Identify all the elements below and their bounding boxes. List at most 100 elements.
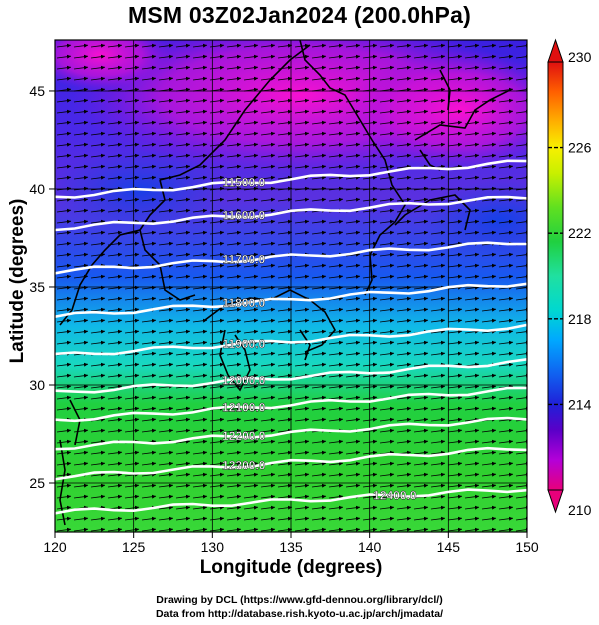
- wind-arrow: [226, 439, 242, 444]
- wind-arrow: [362, 263, 378, 268]
- wind-arrow: [175, 65, 191, 70]
- wind-arrow: [379, 76, 395, 81]
- wind-arrow: [192, 142, 208, 147]
- wind-arrow: [209, 131, 225, 136]
- wind-arrow: [311, 351, 327, 356]
- wind-arrow: [447, 54, 463, 59]
- wind-arrow: [515, 65, 527, 70]
- wind-arrow: [56, 263, 72, 268]
- wind-arrow: [294, 153, 310, 158]
- wind-arrow: [243, 98, 259, 103]
- wind-arrow: [192, 120, 208, 125]
- wind-arrow: [141, 340, 157, 345]
- wind-arrow: [192, 428, 208, 433]
- wind-arrow: [158, 252, 174, 257]
- wind-arrow: [345, 461, 361, 466]
- wind-arrow: [73, 285, 89, 290]
- wind-vectors: [56, 43, 527, 532]
- wind-arrow: [243, 307, 259, 312]
- wind-arrow: [141, 384, 157, 389]
- wind-arrow: [447, 241, 463, 246]
- wind-arrow: [56, 252, 72, 257]
- wind-arrow: [192, 252, 208, 257]
- wind-arrow: [277, 241, 293, 246]
- wind-arrow: [396, 329, 412, 334]
- wind-arrow: [226, 65, 242, 70]
- wind-arrow: [260, 65, 276, 70]
- wind-arrow: [243, 208, 259, 213]
- wind-arrow: [209, 318, 225, 323]
- contour-label: 11500.0: [222, 176, 265, 190]
- wind-arrow: [345, 285, 361, 290]
- wind-arrow: [192, 263, 208, 268]
- wind-arrow: [243, 219, 259, 224]
- x-tick-label: 125: [122, 539, 146, 555]
- wind-arrow: [226, 274, 242, 279]
- wind-arrow: [73, 131, 89, 136]
- wind-arrow: [294, 230, 310, 235]
- wind-arrow: [430, 142, 446, 147]
- wind-arrow: [209, 87, 225, 92]
- wind-arrow: [345, 98, 361, 103]
- wind-arrow: [413, 208, 429, 213]
- wind-arrow: [430, 450, 446, 455]
- wind-arrow: [464, 461, 480, 466]
- wind-arrow: [175, 43, 191, 48]
- wind-arrow: [328, 230, 344, 235]
- wind-arrow: [141, 175, 157, 180]
- wind-arrow: [73, 450, 89, 455]
- wind-arrow: [311, 373, 327, 378]
- wind-arrow: [379, 120, 395, 125]
- wind-arrow: [141, 252, 157, 257]
- y-axis-ticks: 25 30 35 40 45: [29, 83, 55, 491]
- wind-arrow: [175, 274, 191, 279]
- wind-arrow: [124, 318, 140, 323]
- wind-arrow: [209, 109, 225, 114]
- wind-arrow: [141, 395, 157, 400]
- wind-arrow: [413, 219, 429, 224]
- wind-arrow: [430, 197, 446, 202]
- wind-arrow: [124, 175, 140, 180]
- wind-arrow: [192, 296, 208, 301]
- wind-arrow: [277, 131, 293, 136]
- wind-arrow: [413, 472, 429, 477]
- wind-arrow: [515, 461, 527, 466]
- wind-arrow: [56, 197, 72, 202]
- wind-arrow: [328, 296, 344, 301]
- wind-arrow: [90, 472, 106, 477]
- wind-arrow: [175, 373, 191, 378]
- wind-arrow: [260, 175, 276, 180]
- wind-arrow: [107, 54, 123, 59]
- wind-arrow: [226, 263, 242, 268]
- wind-arrow: [481, 274, 497, 279]
- wind-arrow: [90, 461, 106, 466]
- wind-arrow: [243, 395, 259, 400]
- wind-arrow: [175, 219, 191, 224]
- wind-arrow: [362, 296, 378, 301]
- wind-arrow: [192, 241, 208, 246]
- wind-arrow: [345, 395, 361, 400]
- wind-arrow: [328, 450, 344, 455]
- wind-arrow: [73, 373, 89, 378]
- wind-arrow: [192, 318, 208, 323]
- wind-arrow: [515, 406, 527, 411]
- wind-arrow: [56, 296, 72, 301]
- wind-arrow: [498, 186, 514, 191]
- wind-arrow: [464, 417, 480, 422]
- wind-arrow: [311, 285, 327, 290]
- wind-arrow: [481, 384, 497, 389]
- wind-arrow: [362, 87, 378, 92]
- wind-arrow: [481, 329, 497, 334]
- wind-arrow: [56, 76, 72, 81]
- wind-arrow: [158, 263, 174, 268]
- wind-arrow: [260, 153, 276, 158]
- wind-arrow: [158, 131, 174, 136]
- wind-arrow: [209, 439, 225, 444]
- wind-arrow: [362, 329, 378, 334]
- wind-arrow: [515, 263, 527, 268]
- wind-arrow: [141, 406, 157, 411]
- wind-arrow: [141, 153, 157, 158]
- wind-arrow: [175, 120, 191, 125]
- wind-arrow: [124, 142, 140, 147]
- wind-arrow: [226, 175, 242, 180]
